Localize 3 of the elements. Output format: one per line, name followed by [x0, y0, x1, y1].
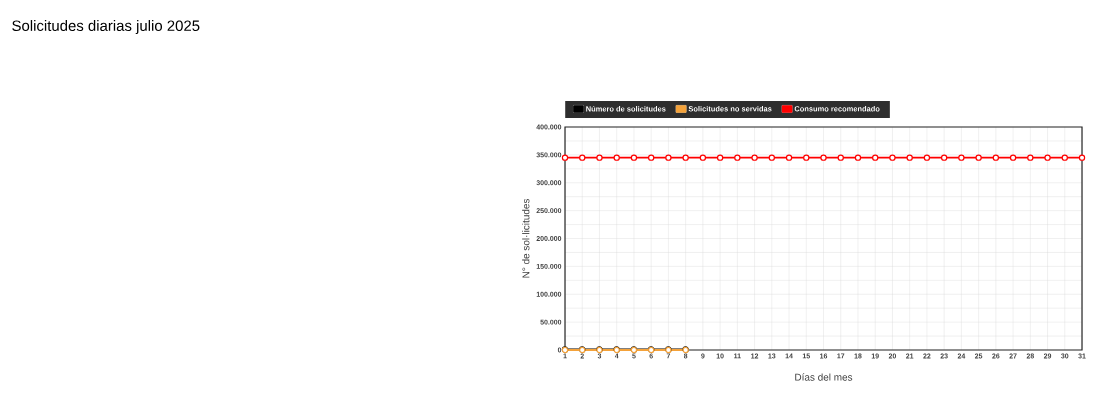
text: Solicitudes diarias julio 2025	[12, 20, 200, 34]
x-axis-title: Días del mes	[795, 373, 853, 381]
y-axis-title: N° de sol·licitudes	[522, 198, 530, 278]
